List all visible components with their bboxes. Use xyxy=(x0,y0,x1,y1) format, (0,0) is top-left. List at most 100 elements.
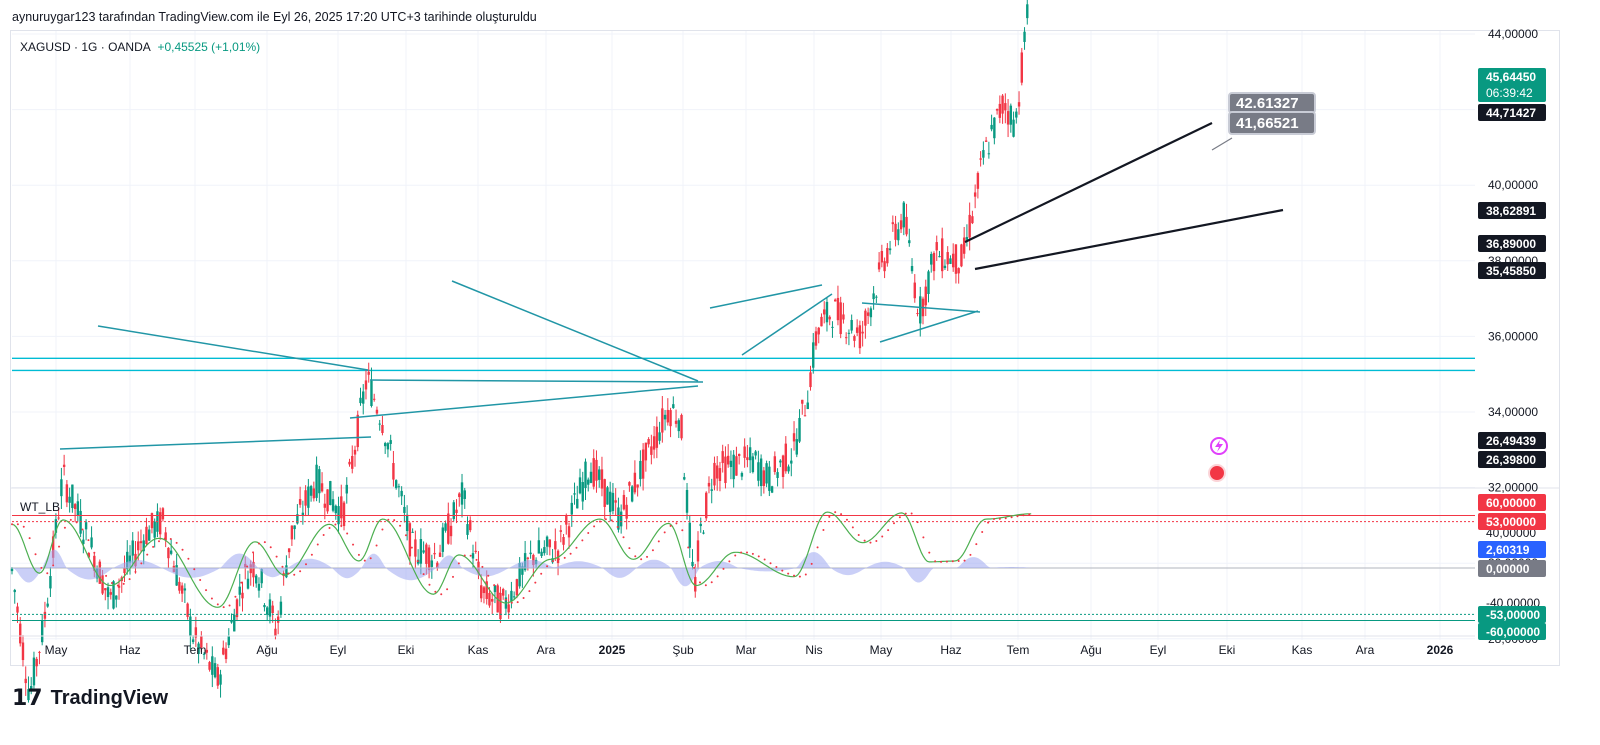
candle xyxy=(735,446,738,476)
indicator-label[interactable]: WT_LB xyxy=(20,500,61,514)
candle-body xyxy=(842,314,845,320)
candle-body xyxy=(806,402,809,410)
wt2-dot xyxy=(881,535,884,538)
candle-body xyxy=(213,663,217,678)
candle-body xyxy=(441,527,445,552)
candle xyxy=(419,528,423,575)
candle-body xyxy=(1023,31,1026,42)
candle xyxy=(416,549,420,566)
candle xyxy=(809,365,812,391)
candle xyxy=(362,384,365,415)
wt2-dot xyxy=(798,575,801,578)
wt2-dot xyxy=(734,554,737,557)
candle xyxy=(183,583,187,604)
candle xyxy=(603,478,606,520)
candle xyxy=(683,472,686,481)
candle xyxy=(951,243,955,272)
candle-body xyxy=(255,575,258,584)
candle-body xyxy=(625,504,628,519)
wt2-dot xyxy=(87,539,90,542)
candle xyxy=(1020,47,1023,86)
candle-body xyxy=(449,525,453,537)
candle xyxy=(589,462,593,484)
candle-body xyxy=(169,550,173,554)
candle-body xyxy=(224,648,228,660)
candle xyxy=(984,136,988,142)
candle xyxy=(444,520,447,533)
candle-body xyxy=(916,313,919,315)
symbol-name[interactable]: XAGUSD xyxy=(20,40,71,54)
candle-body xyxy=(194,627,198,638)
candle-body xyxy=(153,521,156,538)
candle-body xyxy=(145,526,148,544)
candle xyxy=(49,567,52,597)
oscillator-histogram xyxy=(12,549,1032,587)
candle xyxy=(748,437,752,474)
candle-body xyxy=(241,592,244,599)
candle xyxy=(493,584,497,604)
candle xyxy=(408,521,412,565)
candle xyxy=(784,436,788,474)
candle-body xyxy=(905,216,908,235)
wt2-dot xyxy=(969,553,972,556)
candle-body xyxy=(973,192,977,197)
candle-body xyxy=(543,547,546,554)
tradingview-logo[interactable]: 17 TradingView xyxy=(12,686,168,711)
time-axis-tick-label: Nis xyxy=(805,643,822,657)
candle xyxy=(397,483,401,498)
candle-body xyxy=(677,420,680,432)
candle xyxy=(773,451,777,475)
wt2-dot xyxy=(487,574,490,577)
candle xyxy=(186,602,189,620)
wt2-dot xyxy=(428,583,431,586)
candle-body xyxy=(482,587,486,594)
candle-body xyxy=(965,236,969,240)
price-axis-tick-label: 44,00000 xyxy=(1488,27,1538,41)
candle-body xyxy=(932,252,936,272)
candle-body xyxy=(935,242,938,251)
candle-body xyxy=(408,523,412,557)
candle-body xyxy=(452,502,455,519)
wt2-dot xyxy=(751,552,754,555)
candle-body xyxy=(705,492,708,519)
candle xyxy=(674,409,678,428)
candle-body xyxy=(718,468,722,482)
candle xyxy=(960,243,963,268)
lightning-event-icon[interactable] xyxy=(1210,437,1228,455)
candle xyxy=(600,456,604,497)
candle-body xyxy=(998,103,1002,118)
candle-body xyxy=(27,689,30,701)
candle xyxy=(139,529,143,553)
candle-body xyxy=(62,464,66,467)
oscillator-axis-badge: 53,00000 xyxy=(1478,513,1546,530)
wt2-dot xyxy=(375,544,378,547)
candle xyxy=(499,586,502,623)
candle-body xyxy=(307,486,310,508)
candle-body xyxy=(968,214,971,238)
badge-bg xyxy=(1478,560,1546,577)
candle xyxy=(265,606,269,621)
candle xyxy=(672,396,675,409)
candle-body xyxy=(287,548,291,553)
wt2-dot xyxy=(510,601,513,604)
wt2-dot xyxy=(893,522,895,525)
wt2-dot xyxy=(93,551,96,554)
wt2-dot xyxy=(152,545,155,548)
candle xyxy=(134,541,137,574)
candle-body xyxy=(721,451,724,464)
us-flag-event-icon[interactable] xyxy=(1208,464,1226,482)
wt2-dotted-line xyxy=(11,511,1031,609)
candle-body xyxy=(512,596,516,598)
candle xyxy=(298,486,302,508)
candle-body xyxy=(1015,111,1018,118)
wt2-dot xyxy=(134,570,137,573)
symbol-interval[interactable]: 1G xyxy=(81,40,98,54)
candle xyxy=(573,482,576,505)
price-callout-lower[interactable]: 41,66521 xyxy=(1228,111,1316,135)
candle xyxy=(430,554,434,579)
candle-body xyxy=(669,410,672,427)
candle xyxy=(724,446,727,489)
candle xyxy=(405,505,409,541)
candle-body xyxy=(274,628,277,636)
